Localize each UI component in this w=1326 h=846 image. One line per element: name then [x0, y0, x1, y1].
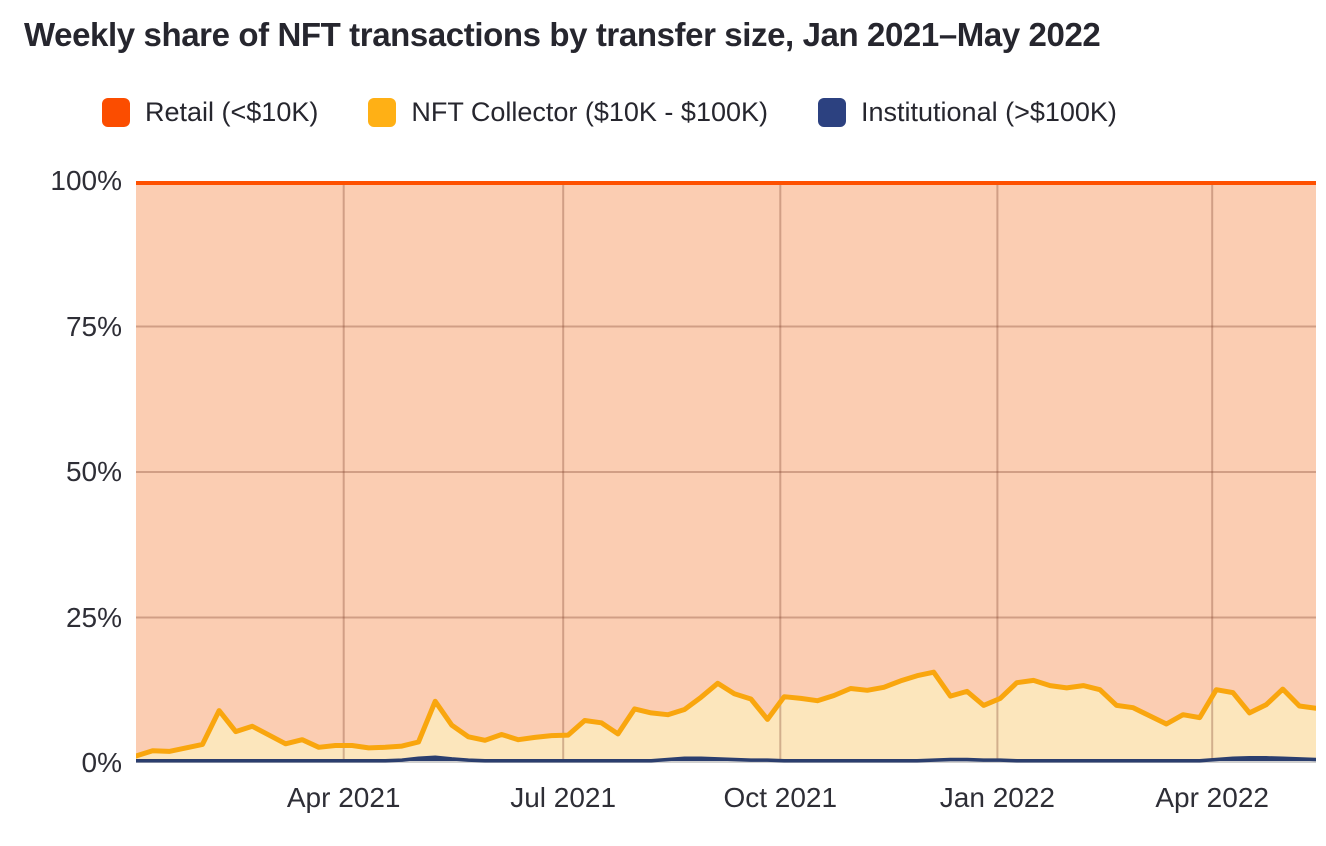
legend-item-collector: NFT Collector ($10K - $100K) [368, 97, 768, 128]
y-axis-tick-50: 50% [65, 456, 122, 487]
legend-item-retail: Retail (<$10K) [102, 97, 318, 128]
chart-title: Weekly share of NFT transactions by tran… [24, 16, 1101, 53]
plot-svg [136, 181, 1316, 763]
retail-area [136, 181, 1316, 756]
collector-line [136, 669, 1316, 759]
legend-item-institutional: Institutional (>$100K) [818, 97, 1117, 128]
y-axis-tick-0: 0% [81, 747, 122, 778]
collector-area [136, 672, 1316, 761]
legend-label-retail: Retail (<$10K) [145, 97, 319, 127]
x-axis-tick-Apr-2022: Apr 2022 [1155, 782, 1269, 813]
y-axis-tick-75: 75% [65, 310, 122, 342]
x-axis-tick-Jul-2021: Jul 2021 [510, 782, 617, 813]
x-axis-tick-Oct-2021: Oct 2021 [723, 782, 838, 813]
institutional-line [136, 755, 1316, 763]
y-axis-tick-25: 25% [65, 601, 122, 633]
collector-swatch-icon [368, 98, 397, 127]
x-axis-tick-Jan-2022: Jan 2022 [939, 782, 1055, 813]
legend-label-collector: NFT Collector ($10K - $100K) [411, 97, 768, 127]
legend-label-institutional: Institutional (>$100K) [861, 97, 1117, 127]
institutional-swatch-icon [818, 98, 846, 127]
plot-area [136, 181, 1316, 763]
x-axis-tick-Apr-2021: Apr 2021 [286, 782, 401, 813]
y-axis-tick-100: 100% [50, 165, 122, 196]
legend: Retail (<$10K) NFT Collector ($10K - $10… [102, 97, 1117, 128]
retail-swatch-icon [102, 98, 130, 127]
